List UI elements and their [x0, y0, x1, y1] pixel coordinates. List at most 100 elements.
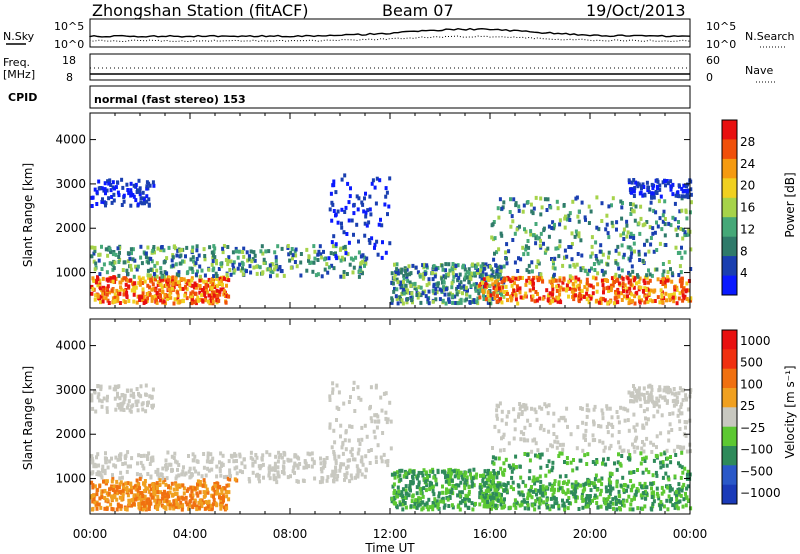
echo-cell — [150, 295, 154, 299]
echo-cell — [334, 254, 338, 259]
echo-cell — [165, 256, 169, 261]
echo-cell — [379, 455, 383, 460]
echo-cell — [547, 224, 551, 229]
echo-cell — [689, 187, 693, 192]
echo-cell — [457, 275, 461, 280]
echo-cell — [626, 408, 630, 413]
echo-cell — [533, 407, 537, 412]
echo-cell — [486, 486, 490, 491]
echo-cell — [363, 474, 367, 479]
echo-cell — [509, 197, 512, 202]
echo-cell — [487, 298, 491, 303]
echo-cell — [683, 420, 687, 424]
echo-cell — [630, 251, 634, 256]
echo-cell — [260, 457, 264, 462]
echo-cell — [579, 406, 583, 411]
echo-cell — [561, 447, 565, 452]
echo-cell — [124, 481, 128, 486]
echo-cell — [585, 414, 589, 419]
echo-cell — [238, 262, 242, 267]
echo-cell — [653, 230, 657, 235]
echo-cell — [673, 285, 677, 290]
echo-cell — [364, 191, 367, 196]
echo-cell — [632, 178, 636, 182]
echo-cell — [187, 279, 191, 284]
echo-cell — [376, 252, 380, 257]
echo-cell — [147, 499, 151, 504]
echo-cell — [634, 492, 638, 497]
echo-cell — [333, 456, 337, 461]
echo-cell — [675, 287, 679, 292]
echo-cell — [112, 250, 116, 254]
echo-cell — [629, 212, 633, 216]
echo-cell — [367, 220, 371, 225]
echo-cell — [475, 472, 479, 477]
echo-cell — [488, 283, 491, 288]
echo-cell — [198, 505, 202, 510]
echo-cell — [565, 456, 569, 460]
echo-cell — [220, 487, 224, 492]
echo-cell — [129, 498, 133, 503]
echo-cell — [589, 283, 593, 288]
echo-cell — [272, 475, 276, 480]
echo-cell — [156, 494, 160, 499]
echo-cell — [495, 408, 499, 413]
echo-cell — [207, 468, 211, 473]
echo-cell — [533, 477, 537, 482]
echo-cell — [491, 499, 495, 504]
echo-cell — [564, 491, 568, 496]
echo-cell — [148, 273, 152, 278]
echo-cell — [676, 399, 680, 404]
echo-cell — [386, 459, 390, 463]
echo-cell — [513, 260, 517, 265]
echo-cell — [191, 270, 195, 274]
echo-cell — [673, 217, 677, 222]
echo-cell — [626, 276, 630, 281]
echo-cell — [579, 483, 582, 488]
echo-cell — [257, 473, 261, 478]
echo-cell — [663, 217, 667, 221]
echo-cell — [381, 240, 384, 245]
echo-cell — [569, 460, 573, 465]
echo-cell — [257, 476, 261, 481]
echo-cell — [649, 440, 653, 445]
echo-cell — [536, 292, 539, 296]
echo-cell — [627, 494, 631, 499]
echo-cell — [402, 280, 405, 284]
echo-cell — [296, 465, 300, 470]
echo-cell — [126, 464, 130, 469]
echo-cell — [495, 271, 499, 276]
echo-cell — [556, 440, 560, 445]
echo-cell — [339, 462, 343, 467]
echo-cell — [633, 294, 637, 299]
echo-cell — [557, 506, 561, 511]
echo-cell — [91, 460, 95, 465]
echo-cell — [133, 258, 137, 263]
echo-cell — [188, 499, 192, 504]
echo-cell — [159, 248, 163, 253]
echo-cell — [635, 273, 639, 278]
echo-cell — [495, 495, 499, 500]
echo-cell — [615, 480, 619, 485]
echo-cell — [447, 297, 451, 302]
echo-cell — [172, 456, 176, 460]
echo-cell — [685, 495, 689, 500]
echo-cell — [161, 476, 165, 481]
echo-cell — [383, 202, 387, 207]
echo-cell — [539, 231, 543, 236]
echo-cell — [200, 288, 204, 292]
echo-cell — [101, 295, 105, 300]
echo-cell — [617, 452, 620, 457]
echo-cell — [519, 257, 523, 262]
echo-cell — [258, 265, 262, 270]
y-tick-label: 1000 — [55, 472, 86, 486]
echo-cell — [639, 461, 643, 466]
echo-cell — [511, 480, 515, 485]
echo-cell — [595, 458, 599, 462]
echo-cell — [650, 182, 654, 187]
colorbar-swatch — [722, 465, 737, 486]
echo-cell — [586, 272, 590, 277]
echo-cell — [93, 187, 97, 192]
echo-cell — [179, 253, 183, 258]
echo-cell — [218, 469, 222, 474]
